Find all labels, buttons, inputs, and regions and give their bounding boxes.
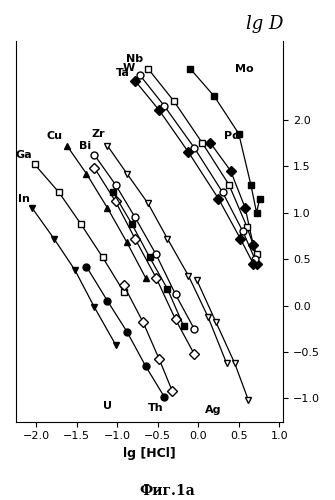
Text: Ag: Ag xyxy=(205,404,221,414)
Text: W: W xyxy=(123,62,135,72)
Text: Фиг.1а: Фиг.1а xyxy=(140,484,195,498)
Text: Mo: Mo xyxy=(234,64,253,74)
Text: lg D: lg D xyxy=(246,15,283,33)
Text: In: In xyxy=(18,194,30,203)
Text: Th: Th xyxy=(148,403,163,413)
X-axis label: lg [HCl]: lg [HCl] xyxy=(123,447,176,460)
Text: U: U xyxy=(103,401,112,411)
Text: Bi: Bi xyxy=(79,140,91,150)
Text: Pd: Pd xyxy=(224,132,240,141)
Text: Ga: Ga xyxy=(15,150,32,160)
Text: Zr: Zr xyxy=(91,128,105,138)
Text: Cu: Cu xyxy=(46,132,62,141)
Text: Nb: Nb xyxy=(126,54,143,64)
Text: Ta: Ta xyxy=(116,68,130,78)
